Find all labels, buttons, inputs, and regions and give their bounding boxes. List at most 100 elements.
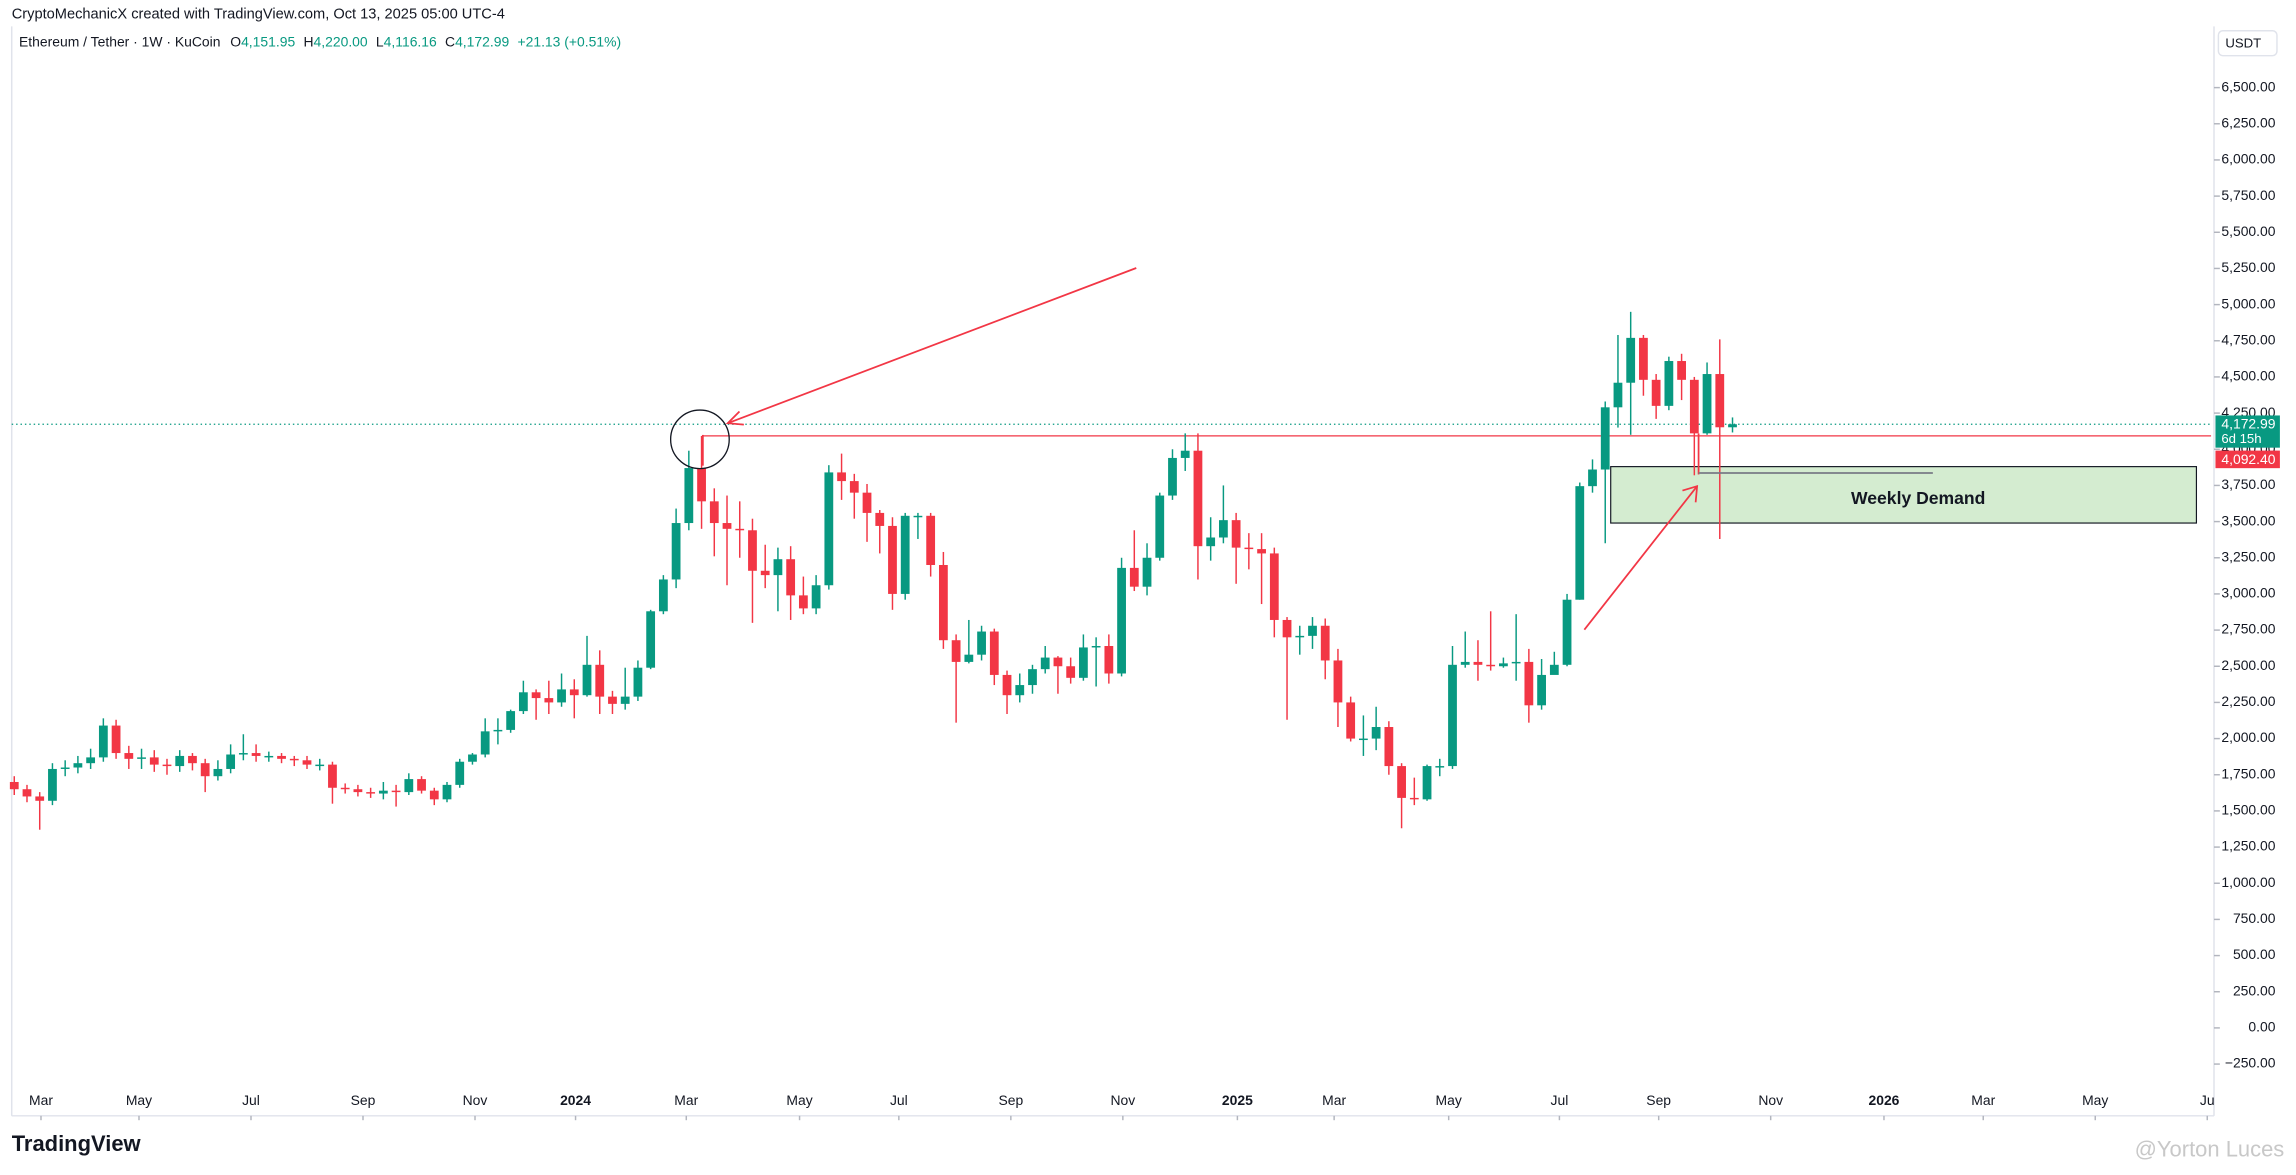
- y-tick-label: 6,250.00: [2221, 114, 2275, 130]
- candle-body: [951, 640, 961, 662]
- candle-body: [1015, 685, 1025, 696]
- candle-body: [124, 753, 134, 759]
- candle-body: [1588, 469, 1597, 487]
- candle-body: [900, 515, 910, 594]
- logo: TradingView: [12, 1131, 142, 1156]
- y-tick-label: 0.00: [2248, 1019, 2275, 1035]
- x-tick-label: Mar: [29, 1092, 53, 1108]
- candle-body: [684, 468, 694, 524]
- candle-body: [1180, 450, 1190, 458]
- watermark: @Yorton Luces: [2135, 1137, 2285, 1162]
- candle-body: [1231, 520, 1241, 548]
- y-tick-label: 3,250.00: [2221, 548, 2275, 564]
- candle-body: [1677, 361, 1686, 380]
- x-tick-label: Sep: [351, 1092, 376, 1108]
- candle-body: [977, 631, 986, 655]
- candle-body: [1448, 664, 1457, 767]
- x-tick-label: Sep: [1646, 1092, 1671, 1108]
- y-tick-label: 3,750.00: [2221, 476, 2275, 492]
- candle-body: [1664, 361, 1674, 406]
- candle-body: [1091, 646, 1101, 648]
- y-tick-label: 2,750.00: [2221, 621, 2275, 637]
- y-tick-label: 250.00: [2233, 982, 2276, 998]
- y-tick-label: 750.00: [2233, 910, 2276, 926]
- candle-body: [1626, 337, 1636, 383]
- candle-body: [913, 515, 923, 518]
- legend: Ethereum / Tether · 1W · KuCoin O4,151.9…: [19, 33, 621, 49]
- candle-body: [1206, 537, 1216, 547]
- candle-body: [1473, 661, 1483, 665]
- y-tick-label: 4,500.00: [2221, 368, 2275, 384]
- x-tick-label: 2026: [1868, 1092, 1899, 1108]
- candle-body: [1269, 553, 1279, 620]
- currency: USDT: [2225, 35, 2261, 50]
- candle-body: [442, 784, 452, 800]
- y-tick-label: 5,500.00: [2221, 223, 2275, 239]
- candle-body: [849, 481, 859, 493]
- candle-body: [811, 585, 821, 609]
- candle-body: [1308, 625, 1317, 636]
- candle-body: [264, 755, 274, 758]
- candle-body: [98, 725, 108, 758]
- candle-body: [1320, 625, 1330, 661]
- candle-body: [200, 763, 210, 777]
- candle-body: [722, 523, 732, 529]
- arrow: [1583, 485, 1698, 631]
- candle-body: [1168, 457, 1177, 496]
- price-label: 4,092.40: [2221, 451, 2275, 467]
- y-tick-label: 5,250.00: [2221, 259, 2275, 275]
- candle-body: [1524, 661, 1534, 706]
- candle-body: [1053, 657, 1063, 667]
- candle-body: [35, 796, 45, 801]
- candle-body: [238, 753, 248, 755]
- candle-body: [315, 764, 325, 767]
- candle-body: [531, 692, 541, 699]
- currency-box: [2217, 30, 2278, 57]
- candle-body: [824, 472, 834, 586]
- candle-body: [86, 757, 96, 764]
- y-tick-label: 5,750.00: [2221, 187, 2275, 203]
- credit: CryptoMechanicX created with TradingView…: [12, 7, 505, 23]
- x-tick-label: Nov: [1110, 1092, 1135, 1108]
- x-tick-label: May: [2082, 1092, 2108, 1108]
- ohlc-key: H: [303, 33, 313, 49]
- candle-body: [1219, 520, 1228, 538]
- candle-body: [888, 525, 897, 594]
- candle-body: [1104, 646, 1114, 674]
- candle-body: [646, 611, 656, 668]
- plot: −250.00 0.00 250.00 500.00 750.00 1,000.00 1,2…: [9, 78, 2280, 1121]
- candle-body: [480, 731, 490, 755]
- candle-body: [964, 654, 974, 662]
- y-tick-label: 500.00: [2233, 946, 2276, 962]
- candle-body: [658, 579, 668, 612]
- candle-body: [1460, 661, 1470, 665]
- candle-body: [1715, 374, 1725, 428]
- candle-body: [289, 758, 299, 761]
- price-label-box: [2215, 450, 2280, 469]
- candle-body: [277, 755, 286, 759]
- y-tick-label: 3,000.00: [2221, 585, 2275, 601]
- candle-body: [1257, 549, 1266, 554]
- candle-body: [417, 779, 426, 791]
- candle-body: [1486, 664, 1496, 667]
- candle-body: [1028, 669, 1037, 686]
- ohlc-value: 4,116.16: [384, 33, 437, 49]
- ohlc-value: 4,151.95: [241, 33, 295, 49]
- annotations: [669, 267, 1933, 631]
- candle-body: [926, 515, 936, 565]
- candle-body: [175, 755, 185, 767]
- candle-body: [1575, 486, 1585, 600]
- candle-body: [328, 764, 337, 788]
- y-tick-label: 2,000.00: [2221, 729, 2275, 745]
- candle-body: [938, 564, 948, 641]
- candle-body: [1728, 424, 1737, 428]
- price-label: 4,172.99: [2221, 416, 2275, 432]
- candle-body: [1359, 738, 1368, 741]
- x-tick-label: Mar: [674, 1092, 698, 1108]
- y-tick-label: 1,500.00: [2221, 802, 2275, 818]
- price-label-sub: 6d 15h: [2221, 431, 2261, 446]
- y-tick-label: 3,500.00: [2221, 512, 2275, 528]
- candle-body: [302, 760, 312, 765]
